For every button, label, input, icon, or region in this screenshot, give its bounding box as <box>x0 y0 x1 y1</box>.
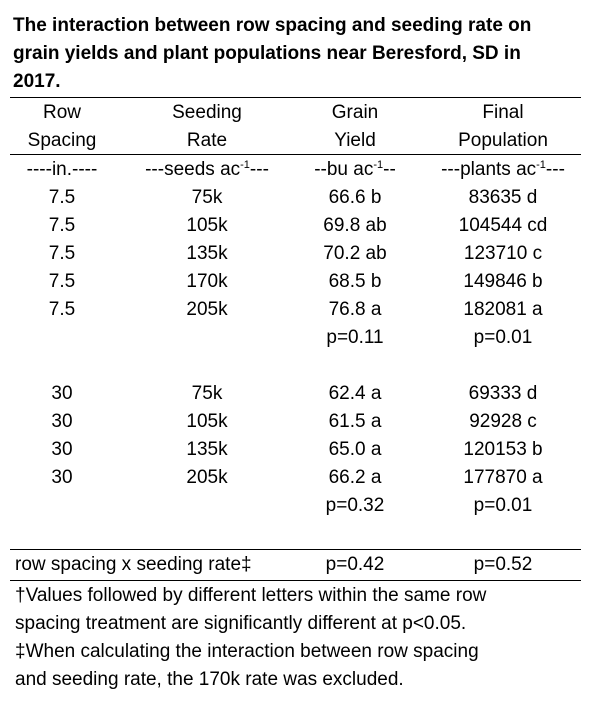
cell: 105k <box>186 215 228 236</box>
cell: 105k <box>186 411 228 432</box>
column-header: Population <box>458 130 548 151</box>
footnote-line: spacing treatment are significantly diff… <box>15 613 467 634</box>
cell: 205k <box>186 299 228 320</box>
rule <box>10 580 581 581</box>
p-value: p=0.11 <box>326 327 384 348</box>
unit-label: --bu ac-1-- <box>314 156 396 184</box>
cell: 120153 b <box>463 439 543 460</box>
cell: 177870 a <box>463 467 543 488</box>
cell: 30 <box>51 383 73 404</box>
column-header: Seeding <box>172 102 242 123</box>
unit-part: -1 <box>240 159 250 171</box>
column-header: Yield <box>334 130 376 151</box>
cell: 170k <box>186 271 228 292</box>
unit-part: --- <box>249 159 269 180</box>
cell: 75k <box>191 187 223 208</box>
p-value: p=0.32 <box>325 495 385 516</box>
cell: 30 <box>51 467 73 488</box>
rule <box>10 154 581 155</box>
unit-label: ----in.---- <box>27 156 98 184</box>
unit-part: -1 <box>373 159 384 171</box>
cell: 30 <box>51 439 73 460</box>
rule <box>10 97 581 98</box>
cell: 7.5 <box>48 299 76 320</box>
column-header: Spacing <box>27 130 97 151</box>
cell: 68.5 b <box>328 271 382 292</box>
cell: 92928 c <box>469 411 537 432</box>
cell: 69.8 ab <box>323 215 387 236</box>
cell: 205k <box>186 467 228 488</box>
p-value: p=0.01 <box>473 495 533 516</box>
cell: 30 <box>51 411 73 432</box>
cell: 7.5 <box>48 215 76 236</box>
cell: 70.2 ab <box>323 243 387 264</box>
unit-part: ---plants ac <box>441 159 537 180</box>
title-line: grain yields and plant populations near … <box>13 43 521 64</box>
unit-part: --bu ac <box>314 159 374 180</box>
title-line: The interaction between row spacing and … <box>13 15 532 36</box>
title-line: 2017. <box>13 71 61 92</box>
cell: 83635 d <box>468 187 538 208</box>
unit-part: ----in.---- <box>26 159 98 180</box>
cell: 62.4 a <box>328 383 382 404</box>
unit-part: --- <box>545 159 565 180</box>
cell: 76.8 a <box>328 299 382 320</box>
interaction-label: row spacing x seeding rate‡ <box>15 554 252 575</box>
column-header: Rate <box>186 130 228 151</box>
cell: 65.0 a <box>328 439 382 460</box>
cell: 135k <box>186 439 228 460</box>
cell: 182081 a <box>463 299 543 320</box>
cell: 7.5 <box>48 187 76 208</box>
unit-label: ---seeds ac-1--- <box>145 156 269 184</box>
unit-part: -- <box>383 159 396 180</box>
cell: 104544 cd <box>458 215 548 236</box>
cell: 69333 d <box>468 383 538 404</box>
column-header: Final <box>482 102 524 123</box>
cell: 66.2 a <box>328 467 382 488</box>
column-header: Grain <box>331 102 379 123</box>
rule <box>10 549 581 550</box>
cell: 75k <box>191 383 223 404</box>
cell: 135k <box>186 243 228 264</box>
column-header: Row <box>42 102 82 123</box>
footnote-line: and seeding rate, the 170k rate was excl… <box>15 669 404 690</box>
footnote-line: ‡When calculating the interaction betwee… <box>15 641 479 662</box>
p-value: p=0.42 <box>325 554 385 575</box>
cell: 7.5 <box>48 271 76 292</box>
unit-part: -1 <box>536 159 546 171</box>
unit-label: ---plants ac-1--- <box>441 156 565 184</box>
cell: 7.5 <box>48 243 76 264</box>
cell: 66.6 b <box>328 187 382 208</box>
cell: 61.5 a <box>328 411 382 432</box>
footnote-line: †Values followed by different letters wi… <box>15 585 487 606</box>
p-value: p=0.52 <box>473 554 533 575</box>
unit-part: ---seeds ac <box>145 159 241 180</box>
cell: 123710 c <box>463 243 543 264</box>
cell: 149846 b <box>463 271 543 292</box>
p-value: p=0.01 <box>473 327 533 348</box>
